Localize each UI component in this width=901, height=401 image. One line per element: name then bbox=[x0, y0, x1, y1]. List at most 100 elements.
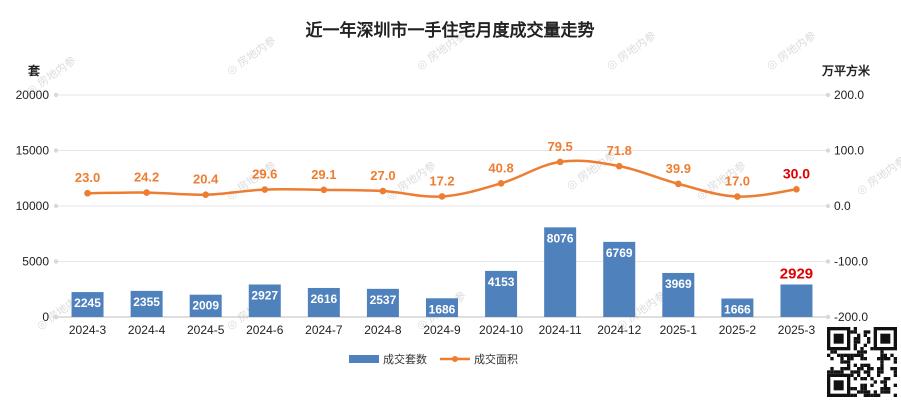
qr-cell bbox=[880, 370, 884, 374]
left-tick-2: 10000 bbox=[16, 199, 50, 213]
qr-cell bbox=[887, 390, 891, 394]
bar-2024-11 bbox=[544, 227, 577, 317]
bar-label-2025-2: 1666 bbox=[724, 303, 751, 317]
bar-2024-5 bbox=[189, 294, 222, 317]
qr-cell bbox=[847, 357, 851, 361]
watermark-3: ◎ 房地内参 bbox=[604, 28, 659, 72]
qr-cell bbox=[830, 350, 834, 354]
qr-cell bbox=[847, 353, 851, 357]
bar-label-2025-3: 2929 bbox=[780, 265, 813, 282]
qr-code-image bbox=[825, 325, 899, 399]
qr-cell bbox=[863, 393, 867, 397]
left-axis-unit: 套 bbox=[27, 63, 41, 78]
qr-cell bbox=[837, 370, 841, 374]
qr-cell bbox=[867, 373, 871, 377]
qr-cell bbox=[860, 387, 864, 391]
qr-cell bbox=[847, 363, 851, 367]
qr-cell bbox=[843, 360, 847, 364]
line-point-2025-2 bbox=[734, 193, 741, 200]
left-tick-dot-4 bbox=[53, 92, 59, 98]
qr-cell bbox=[853, 387, 857, 391]
qr-cell bbox=[857, 373, 861, 377]
qr-cell bbox=[863, 370, 867, 374]
left-tick-4: 20000 bbox=[16, 88, 50, 102]
watermark-4: ◎ 房地内参 bbox=[764, 28, 819, 72]
qr-cell bbox=[880, 390, 884, 394]
line-label-2024-3: 23.0 bbox=[75, 170, 100, 185]
qr-cell bbox=[883, 377, 887, 381]
qr-cell bbox=[860, 367, 864, 371]
qr-cell bbox=[853, 337, 857, 341]
qr-cell bbox=[863, 357, 867, 361]
qr-cell bbox=[880, 353, 884, 357]
qr-cell bbox=[867, 393, 871, 397]
qr-cell bbox=[843, 353, 847, 357]
legend-line-marker bbox=[452, 356, 458, 362]
x-tick-2024-11: 2024-11 bbox=[539, 323, 582, 337]
x-tick-2024-3: 2024-3 bbox=[69, 323, 107, 337]
qr-cell bbox=[853, 340, 857, 344]
qr-cell bbox=[863, 387, 867, 391]
qr-cell bbox=[893, 393, 897, 397]
qr-cell bbox=[860, 363, 864, 367]
qr-cell bbox=[857, 333, 861, 337]
qr-cell bbox=[833, 350, 837, 354]
bar-label-2025-1: 3969 bbox=[665, 277, 692, 291]
qr-cell bbox=[863, 330, 867, 334]
x-tick-2025-2: 2025-2 bbox=[719, 323, 757, 337]
bar-2025-1 bbox=[662, 272, 695, 317]
qr-cell bbox=[890, 353, 894, 357]
qr-cell bbox=[887, 387, 891, 391]
bar-2024-3 bbox=[71, 292, 104, 317]
x-tick-2024-5: 2024-5 bbox=[187, 323, 225, 337]
bar-label-2024-9: 1686 bbox=[429, 302, 456, 316]
line-label-2025-3: 30.0 bbox=[783, 165, 810, 181]
left-tick-1: 5000 bbox=[22, 255, 49, 269]
right-tick-0: -200.0 bbox=[834, 310, 868, 324]
x-tick-2024-4: 2024-4 bbox=[128, 323, 166, 337]
right-tick-2: 0.0 bbox=[834, 199, 851, 213]
qr-cell bbox=[863, 363, 867, 367]
qr-cell bbox=[870, 377, 874, 381]
qr-cell bbox=[850, 373, 854, 377]
qr-cell bbox=[853, 347, 857, 351]
qr-cell bbox=[857, 353, 861, 357]
line-label-2024-9: 17.2 bbox=[429, 173, 454, 188]
qr-cell bbox=[893, 383, 897, 387]
line-point-2024-4 bbox=[143, 189, 150, 196]
qr-cell bbox=[827, 370, 831, 374]
qr-cell bbox=[853, 343, 857, 347]
watermark-9: ◎ 房地内参 bbox=[854, 153, 901, 197]
right-tick-dot-4 bbox=[825, 92, 831, 98]
qr-cell bbox=[880, 363, 884, 367]
x-tick-2024-9: 2024-9 bbox=[423, 323, 461, 337]
line-point-2024-12 bbox=[615, 162, 623, 170]
qr-cell bbox=[890, 367, 894, 371]
qr-cell bbox=[833, 370, 837, 374]
qr-cell bbox=[840, 370, 844, 374]
line-point-2025-1 bbox=[675, 180, 682, 188]
right-tick-4: 200.0 bbox=[834, 88, 864, 102]
bar-2024-7 bbox=[307, 287, 340, 317]
line-label-2025-2: 17.0 bbox=[725, 174, 750, 189]
qr-cell bbox=[853, 330, 857, 334]
qr-cell bbox=[867, 337, 871, 341]
line-label-2024-6: 29.6 bbox=[252, 167, 277, 182]
qr-cell bbox=[893, 370, 897, 374]
qr-cell bbox=[850, 357, 854, 361]
qr-cell bbox=[863, 343, 867, 347]
gridlines bbox=[58, 94, 826, 318]
legend: 成交套数 成交面积 bbox=[349, 352, 518, 366]
qr-cell bbox=[853, 377, 857, 381]
qr-cell bbox=[857, 350, 861, 354]
qr-cell bbox=[877, 370, 881, 374]
bar-label-2024-4: 2355 bbox=[133, 295, 160, 309]
line-series bbox=[84, 158, 800, 200]
qr-cell bbox=[857, 390, 861, 394]
qr-cell bbox=[893, 373, 897, 377]
left-axis-ticks: 0 5000 10000 15000 20000 bbox=[16, 88, 59, 324]
bar-label-2024-12: 6769 bbox=[606, 246, 633, 260]
legend-bar-swatch bbox=[349, 355, 379, 363]
x-tick-2025-1: 2025-1 bbox=[660, 323, 698, 337]
